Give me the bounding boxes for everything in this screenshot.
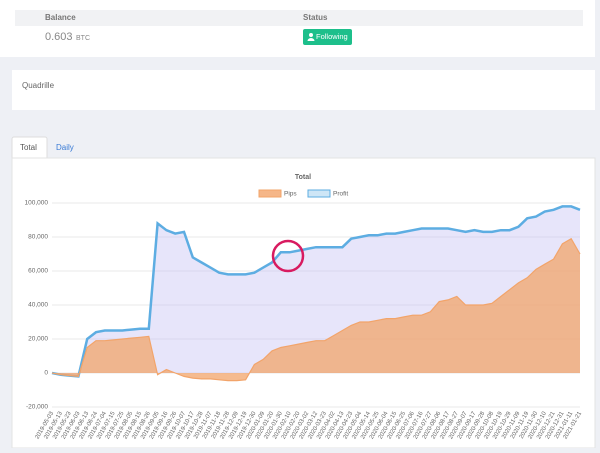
legend-label: Pips bbox=[284, 191, 297, 198]
status-badge[interactable] bbox=[303, 29, 352, 45]
chart-title: Total bbox=[295, 174, 311, 181]
account-card bbox=[0, 0, 595, 57]
tab-daily[interactable]: Daily bbox=[56, 143, 74, 152]
tab-total[interactable]: Total bbox=[20, 143, 37, 152]
strategy-name: Quadrille bbox=[22, 81, 55, 90]
plot: -20,000020,00040,00060,00080,000100,0002… bbox=[25, 189, 583, 440]
y-tick-label: 20,000 bbox=[28, 336, 48, 343]
status-text: Following bbox=[316, 32, 348, 41]
strategy-card bbox=[12, 70, 595, 110]
legend-swatch bbox=[307, 189, 331, 198]
highlight-circle bbox=[271, 239, 305, 273]
legend-swatch bbox=[258, 189, 282, 198]
y-tick-label: 80,000 bbox=[28, 234, 48, 241]
y-tick-label: -20,000 bbox=[26, 404, 48, 411]
header-status: Status bbox=[303, 13, 328, 22]
y-tick-label: 60,000 bbox=[28, 268, 48, 275]
series-area bbox=[52, 238, 580, 381]
y-tick-label: 0 bbox=[44, 370, 48, 377]
balance-value: 0.603 bbox=[45, 31, 73, 43]
series-line bbox=[51, 205, 581, 378]
user-icon-body bbox=[307, 38, 315, 41]
header-balance: Balance bbox=[45, 13, 76, 22]
tab-active[interactable] bbox=[11, 136, 48, 158]
balance-unit: BTC bbox=[76, 35, 90, 42]
legend-label: Profit bbox=[333, 191, 348, 198]
y-tick-label: 100,000 bbox=[25, 200, 49, 207]
series-line bbox=[51, 237, 581, 382]
table-header bbox=[15, 10, 583, 26]
user-icon bbox=[309, 33, 313, 37]
y-tick-label: 40,000 bbox=[28, 302, 48, 309]
